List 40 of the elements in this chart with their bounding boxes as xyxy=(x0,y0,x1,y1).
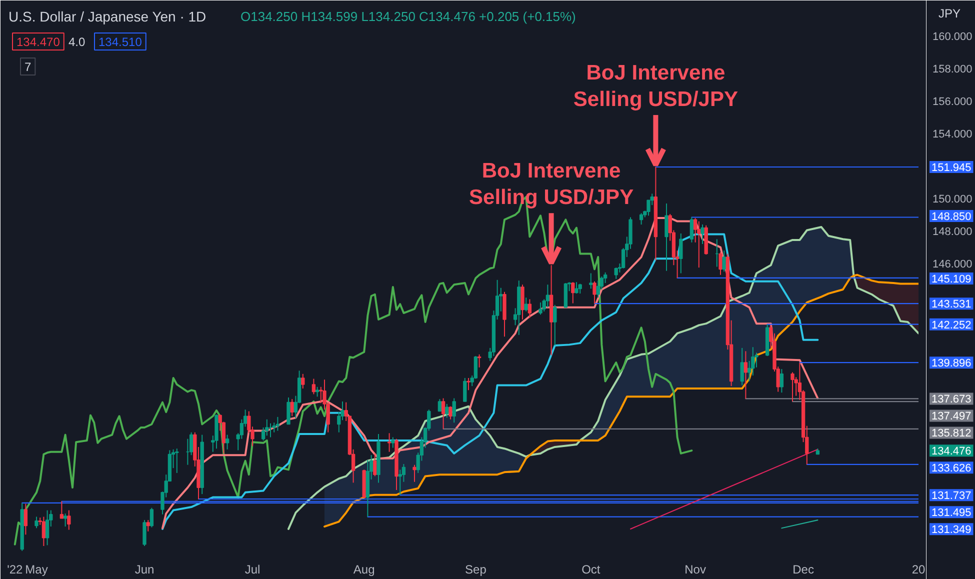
data-label: 143.531 xyxy=(932,298,972,311)
data-label: 148.850 xyxy=(932,211,972,224)
annotation: 134.470 xyxy=(16,35,60,49)
x-tick-label: 20 xyxy=(912,562,926,576)
data-label: 139.896 xyxy=(932,358,972,370)
text: 134.476 xyxy=(932,446,972,458)
data-label: 133.626 xyxy=(932,462,972,475)
data-label: 131.737 xyxy=(932,490,972,502)
data-label: 145.109 xyxy=(932,274,972,286)
y-axis-title: JPY xyxy=(938,6,961,20)
y-tick-label: 156.000 xyxy=(932,96,972,108)
x-tick-label: Aug xyxy=(353,562,375,576)
data-label: 137.673 xyxy=(932,394,972,406)
data-label: 151.945 xyxy=(932,162,972,174)
annotation: 4.0 xyxy=(68,35,86,49)
data-label: 142.252 xyxy=(932,319,972,332)
data-label: 135.812 xyxy=(932,428,972,440)
x-tick-label: Sep xyxy=(465,562,487,576)
annotation: O134.250 H134.599 L134.250 C134.476 +0.205 (+0.15%) xyxy=(240,9,576,24)
x-tick-label: Jun xyxy=(134,562,154,576)
y-tick-label: 158.000 xyxy=(932,64,972,76)
annotation: 134.510 xyxy=(98,35,142,49)
text: U.S. Dollar / Japanese Yen · 1D xyxy=(8,8,206,24)
x-tick-label: Oct xyxy=(582,562,601,576)
y-tick-label: 148.000 xyxy=(932,226,972,238)
x-tick-label: Nov xyxy=(684,562,706,576)
y-tick-label: 160.000 xyxy=(932,31,972,44)
y-tick-label: 150.000 xyxy=(932,194,972,206)
y-tick-label: 154.000 xyxy=(932,128,972,141)
annotation: BoJ Intervene Selling USD/JPY xyxy=(469,160,634,210)
x-tick-label: '22 xyxy=(7,562,24,576)
data-label: 131.349 xyxy=(932,524,972,536)
data-label: 137.497 xyxy=(932,410,972,423)
annotation: BoJ Intervene Selling USD/JPY xyxy=(573,62,738,111)
data-label: 131.495 xyxy=(932,507,972,520)
y-tick-label: 146.000 xyxy=(932,258,972,271)
x-tick-label: May xyxy=(25,562,48,576)
x-tick-label: Jul xyxy=(244,562,260,576)
annotation: 7 xyxy=(24,60,32,74)
x-tick-label: Dec xyxy=(792,562,814,576)
